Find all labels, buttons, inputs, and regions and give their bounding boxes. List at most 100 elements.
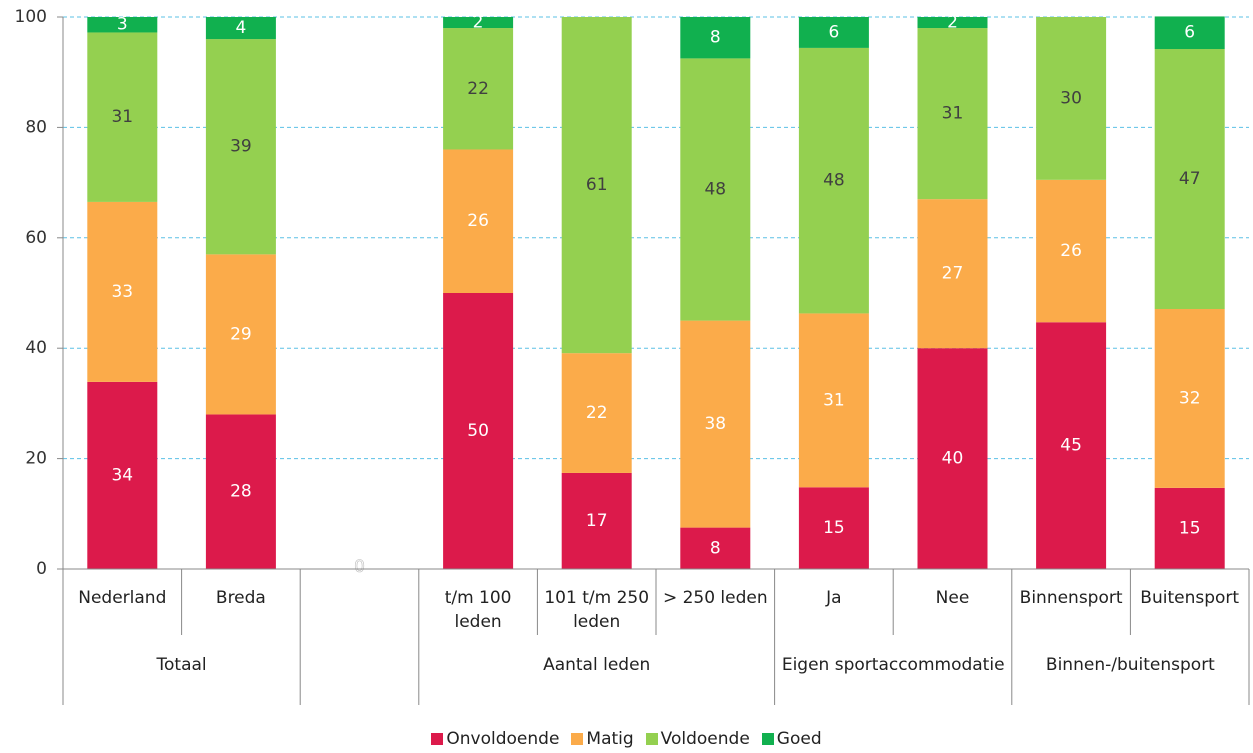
legend-item: Goed xyxy=(761,729,822,749)
legend-item: Onvoldoende xyxy=(431,729,559,749)
bar-segment xyxy=(917,199,988,349)
data-label: 33 xyxy=(111,282,133,302)
legend: Onvoldoende Matig Voldoende Goed xyxy=(0,729,1253,749)
bar-segment xyxy=(1154,487,1225,569)
legend-swatch xyxy=(761,733,774,745)
data-label: 61 xyxy=(586,175,608,195)
group-label: Aantal leden xyxy=(543,655,651,675)
group-label: Totaal xyxy=(156,655,207,675)
group-label: Binnen-/buitensport xyxy=(1045,655,1215,675)
x-tick-label: Breda xyxy=(215,588,266,608)
bar-segment xyxy=(798,17,869,48)
x-tick-label: > 250 leden xyxy=(662,588,768,608)
legend-swatch xyxy=(645,733,658,745)
bar-segment xyxy=(680,527,751,569)
legend-label: Onvoldoende xyxy=(446,729,560,749)
bar-segment xyxy=(1154,16,1225,50)
legend-label: Goed xyxy=(776,729,822,749)
data-label: 47 xyxy=(1179,169,1201,189)
bar-segment xyxy=(917,17,988,29)
data-label: 2 xyxy=(473,13,484,33)
data-label: 26 xyxy=(467,211,489,231)
data-label: 8 xyxy=(710,28,721,48)
data-label: 38 xyxy=(704,414,726,434)
bar-segment xyxy=(1036,179,1107,323)
bar-segment xyxy=(1154,309,1225,488)
data-label: 2 xyxy=(947,13,958,33)
legend-label: Voldoende xyxy=(660,729,750,749)
data-label: 29 xyxy=(230,324,252,344)
group-label: Eigen sportaccommodatie xyxy=(781,655,1005,675)
bar-segment xyxy=(87,17,158,33)
y-tick-label: 20 xyxy=(25,449,47,469)
legend-label: Matig xyxy=(586,729,634,749)
data-label: 50 xyxy=(467,421,489,441)
data-label: 6 xyxy=(828,22,839,42)
data-label: 45 xyxy=(1060,436,1082,456)
data-label: 8 xyxy=(710,538,721,558)
data-label: 27 xyxy=(942,264,964,284)
bar-segment xyxy=(561,472,632,569)
bar-segment xyxy=(87,201,158,382)
bar-segment xyxy=(205,254,276,415)
data-label: 4 xyxy=(235,18,246,38)
x-tick-label: Buitensport xyxy=(1140,588,1240,608)
bar-segment xyxy=(443,28,514,150)
bar-segment xyxy=(205,17,276,40)
y-tick-label: 100 xyxy=(15,7,47,27)
bar-segment xyxy=(798,487,869,569)
x-tick-label: Nederland xyxy=(78,588,167,608)
data-label: 39 xyxy=(230,137,252,157)
y-tick-label: 60 xyxy=(25,228,47,248)
data-label: 34 xyxy=(111,465,133,485)
data-label: 22 xyxy=(467,79,489,99)
bar-segment xyxy=(798,47,869,314)
x-tick-label: Nee xyxy=(935,588,970,608)
bar-segment xyxy=(680,320,751,528)
bar-segment xyxy=(443,149,514,293)
data-label: 6 xyxy=(1184,23,1195,43)
legend-item: Voldoende xyxy=(645,729,750,749)
y-tick-label: 40 xyxy=(25,338,47,358)
bar-segment xyxy=(205,414,276,569)
bar-segment xyxy=(798,313,869,488)
y-tick-label: 80 xyxy=(25,117,47,137)
data-label: 32 xyxy=(1179,388,1201,408)
data-label: 28 xyxy=(230,482,252,502)
bar-segment xyxy=(1154,49,1225,310)
data-label: 26 xyxy=(1060,241,1082,261)
data-label: 15 xyxy=(823,518,845,538)
legend-item: Matig xyxy=(571,729,634,749)
data-label: 48 xyxy=(823,171,845,191)
data-label: 3 xyxy=(117,15,128,35)
data-label: 31 xyxy=(823,390,845,410)
legend-swatch xyxy=(571,733,584,745)
data-label: 22 xyxy=(586,403,608,423)
bar-segment xyxy=(443,17,514,29)
data-label: 31 xyxy=(111,107,133,127)
bar-segment xyxy=(680,17,751,59)
bar-segment xyxy=(443,293,514,569)
bar-segment xyxy=(561,17,632,354)
data-label: 15 xyxy=(1179,518,1201,538)
bar-segment xyxy=(87,32,158,202)
legend-swatch xyxy=(431,733,444,745)
data-label: 30 xyxy=(1060,88,1082,108)
x-tick-label: 101 t/m 250 leden xyxy=(544,588,650,632)
data-label: 31 xyxy=(942,104,964,124)
bar-segment xyxy=(917,28,988,200)
bar-segment xyxy=(561,353,632,473)
data-label: 0 xyxy=(354,557,365,577)
y-tick-label: 0 xyxy=(36,559,47,579)
bar-segment xyxy=(1036,322,1107,569)
bar-segment xyxy=(1036,17,1107,180)
bar-segment xyxy=(205,39,276,255)
data-label: 40 xyxy=(942,449,964,469)
x-tick-label: Binnensport xyxy=(1019,588,1123,608)
x-tick-label: Ja xyxy=(826,588,842,608)
bar-segment xyxy=(87,381,158,569)
x-tick-label: t/m 100 leden xyxy=(444,588,512,632)
data-label: 48 xyxy=(704,180,726,200)
